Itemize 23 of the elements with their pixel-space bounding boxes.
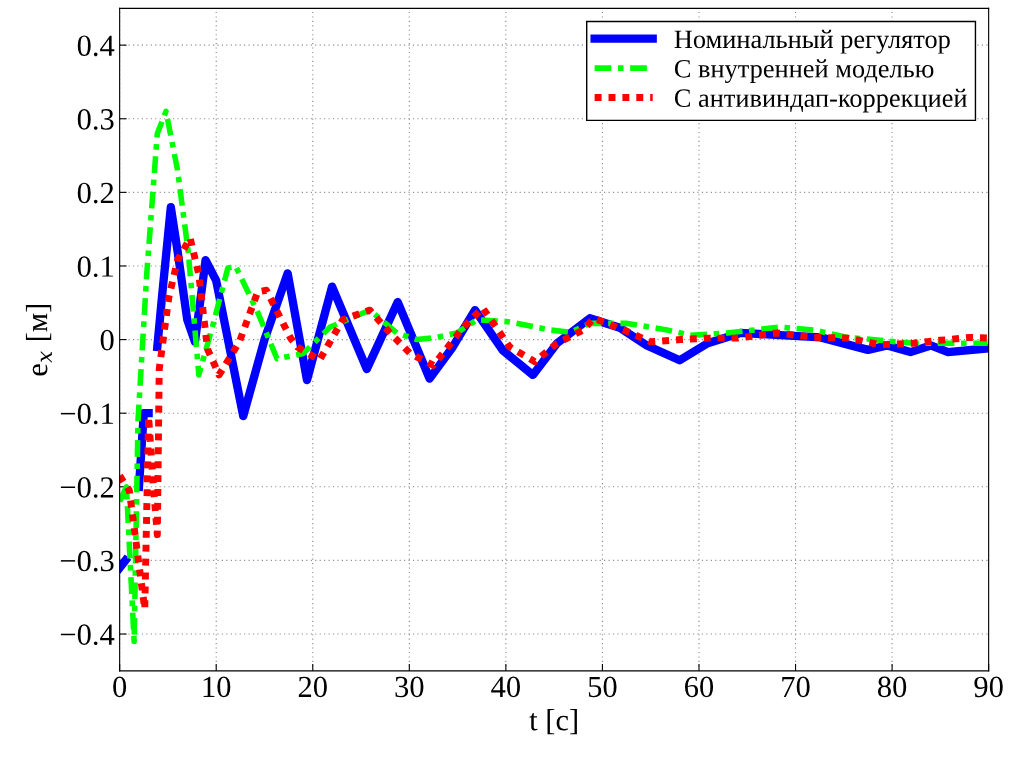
- legend-label: С внутренней моделью: [674, 59, 934, 84]
- x-axis-title: t [с]: [529, 708, 577, 735]
- y-tick-label: 0.1: [77, 256, 113, 278]
- y-tick-label: −0.3: [60, 550, 114, 572]
- x-tick-label: 90: [974, 676, 1003, 698]
- x-tick-label: 60: [685, 676, 714, 698]
- y-tick-label: −0.2: [60, 477, 114, 498]
- y-axis-title: e$_{x}$ [м]: [25, 304, 52, 376]
- legend-label: С антивиндап-коррекцией: [674, 88, 967, 113]
- y-tick-label: 0.2: [77, 182, 114, 204]
- x-tick-label: 20: [298, 676, 327, 698]
- y-tick-label: 0.4: [77, 35, 115, 57]
- y-tick-label: 0: [100, 329, 114, 351]
- y-tick-label: −0.1: [60, 403, 113, 425]
- x-tick-label: 70: [782, 676, 810, 698]
- x-tick-label: 40: [491, 676, 520, 698]
- x-tick-label: 50: [588, 676, 617, 698]
- x-tick-label: 30: [395, 676, 424, 698]
- x-tick-label: 10: [203, 676, 231, 698]
- y-tick-label: −0.4: [60, 624, 115, 646]
- legend-label: Номинальный регулятор: [674, 29, 950, 54]
- x-tick-label: 80: [877, 676, 907, 698]
- y-tick-label: 0.3: [77, 109, 114, 130]
